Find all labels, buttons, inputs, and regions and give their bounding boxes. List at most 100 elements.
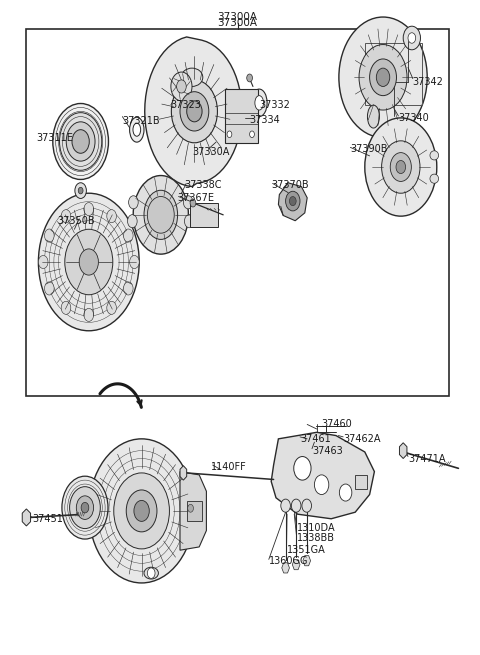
Polygon shape	[278, 183, 307, 221]
Circle shape	[129, 196, 138, 209]
Circle shape	[390, 153, 411, 181]
Circle shape	[81, 502, 89, 513]
Circle shape	[250, 131, 254, 138]
Ellipse shape	[252, 89, 267, 117]
Circle shape	[147, 196, 174, 233]
Circle shape	[382, 141, 420, 193]
Circle shape	[76, 496, 94, 519]
Circle shape	[134, 500, 149, 521]
Ellipse shape	[368, 105, 379, 128]
Circle shape	[53, 103, 108, 179]
Circle shape	[89, 439, 194, 583]
Polygon shape	[145, 37, 242, 187]
Text: 37461: 37461	[300, 434, 331, 444]
Circle shape	[61, 301, 71, 314]
Circle shape	[291, 499, 301, 512]
Circle shape	[408, 33, 416, 43]
Text: 1360GG: 1360GG	[269, 556, 308, 567]
Circle shape	[147, 568, 155, 578]
Text: 37350B: 37350B	[58, 216, 95, 227]
Circle shape	[183, 196, 193, 209]
Ellipse shape	[430, 151, 439, 160]
Polygon shape	[399, 443, 407, 458]
Bar	[26, 29, 449, 396]
Circle shape	[403, 26, 420, 50]
Text: 37390B: 37390B	[350, 143, 388, 154]
Polygon shape	[303, 555, 311, 566]
Text: 1338BB: 1338BB	[297, 533, 335, 544]
Bar	[190, 203, 218, 227]
Text: 37321B: 37321B	[122, 116, 160, 126]
Circle shape	[126, 490, 157, 532]
Text: 1351GA: 1351GA	[287, 544, 325, 555]
Circle shape	[79, 249, 98, 275]
Text: 37338C: 37338C	[185, 179, 222, 190]
Circle shape	[286, 191, 300, 211]
Circle shape	[177, 80, 186, 93]
Text: 37342: 37342	[413, 77, 444, 87]
Circle shape	[281, 499, 290, 512]
Polygon shape	[271, 432, 374, 519]
Text: 37463: 37463	[312, 445, 343, 456]
Circle shape	[359, 45, 407, 110]
Bar	[187, 501, 202, 521]
Circle shape	[190, 199, 196, 207]
Text: 1140FF: 1140FF	[211, 462, 247, 472]
Circle shape	[123, 282, 133, 295]
Ellipse shape	[144, 190, 178, 239]
Circle shape	[107, 210, 117, 223]
Polygon shape	[292, 559, 300, 570]
Circle shape	[75, 183, 86, 198]
Polygon shape	[180, 466, 187, 480]
Circle shape	[114, 473, 169, 549]
Circle shape	[78, 187, 83, 194]
Circle shape	[396, 160, 406, 174]
Circle shape	[171, 80, 217, 143]
Text: 37311E: 37311E	[36, 132, 73, 143]
Text: 37370B: 37370B	[271, 179, 309, 190]
Circle shape	[84, 202, 94, 215]
Text: 37334: 37334	[250, 115, 280, 125]
Circle shape	[60, 113, 102, 170]
Circle shape	[289, 196, 296, 206]
Circle shape	[339, 484, 352, 501]
Text: 37323: 37323	[170, 100, 201, 110]
Circle shape	[376, 68, 390, 86]
Circle shape	[123, 229, 133, 242]
Text: 1310DA: 1310DA	[297, 523, 335, 533]
Circle shape	[128, 215, 137, 228]
Circle shape	[70, 487, 100, 529]
Bar	[365, 43, 422, 105]
Circle shape	[45, 282, 54, 295]
Polygon shape	[180, 472, 206, 550]
Ellipse shape	[133, 176, 188, 254]
Circle shape	[66, 122, 95, 161]
Circle shape	[171, 72, 192, 101]
Circle shape	[130, 255, 139, 269]
Circle shape	[61, 210, 71, 223]
Text: 37340: 37340	[398, 113, 429, 123]
Bar	[225, 89, 258, 143]
Bar	[355, 475, 367, 489]
Ellipse shape	[255, 96, 264, 110]
Circle shape	[180, 92, 209, 131]
Circle shape	[247, 74, 252, 82]
Circle shape	[339, 17, 427, 138]
Polygon shape	[22, 509, 31, 526]
Text: 37462A: 37462A	[343, 434, 381, 444]
Polygon shape	[282, 563, 289, 573]
Circle shape	[65, 229, 113, 295]
Text: 37300A: 37300A	[217, 18, 258, 28]
Text: 37332: 37332	[259, 100, 290, 110]
Text: 37367E: 37367E	[178, 193, 215, 204]
Circle shape	[370, 59, 396, 96]
Circle shape	[365, 118, 437, 216]
Circle shape	[45, 229, 54, 242]
Circle shape	[38, 255, 48, 269]
Ellipse shape	[144, 567, 158, 579]
Text: 37451: 37451	[33, 514, 63, 525]
Circle shape	[107, 301, 117, 314]
Text: 37300A: 37300A	[217, 12, 258, 22]
Ellipse shape	[130, 117, 144, 142]
Circle shape	[38, 193, 139, 331]
